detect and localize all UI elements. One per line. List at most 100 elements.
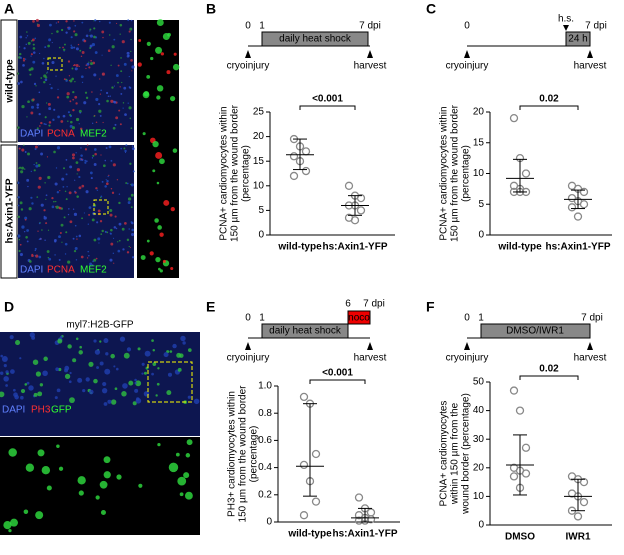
cell bbox=[73, 212, 78, 216]
cell bbox=[65, 158, 68, 161]
cell bbox=[80, 158, 83, 161]
cell bbox=[40, 152, 44, 156]
cell bbox=[56, 388, 61, 393]
cell bbox=[128, 245, 130, 248]
cell bbox=[110, 242, 114, 246]
cell bbox=[123, 62, 127, 66]
cell bbox=[12, 388, 16, 392]
cell bbox=[41, 466, 51, 475]
cell bbox=[84, 91, 88, 94]
cell bbox=[122, 102, 125, 104]
annotation: <0.001 bbox=[322, 368, 353, 379]
cell bbox=[99, 93, 102, 95]
cell bbox=[43, 122, 46, 125]
bracket bbox=[519, 375, 579, 380]
point bbox=[567, 203, 577, 212]
y-tick-label: 1.0 bbox=[258, 381, 272, 392]
cell bbox=[75, 64, 79, 67]
cell bbox=[101, 180, 104, 183]
cell bbox=[35, 162, 38, 164]
cell bbox=[122, 107, 124, 109]
cell bbox=[167, 372, 173, 377]
cell bbox=[92, 264, 94, 266]
cell bbox=[170, 95, 176, 102]
cell bbox=[141, 362, 145, 366]
cell bbox=[129, 162, 132, 165]
cell bbox=[104, 185, 107, 188]
cell bbox=[3, 376, 9, 382]
cell bbox=[83, 39, 87, 43]
cell bbox=[32, 47, 36, 50]
cell bbox=[21, 104, 25, 109]
t: cryoinjury bbox=[446, 61, 489, 72]
cell bbox=[118, 201, 121, 205]
y-tick-label: 40 bbox=[473, 405, 485, 416]
cell bbox=[117, 241, 119, 243]
point bbox=[579, 477, 589, 487]
point bbox=[289, 152, 299, 161]
cell bbox=[130, 50, 132, 53]
y-tick-label: 20 bbox=[473, 107, 485, 118]
cell bbox=[99, 480, 108, 489]
cell bbox=[88, 213, 91, 216]
cell bbox=[55, 167, 58, 169]
cell bbox=[60, 223, 64, 227]
cell bbox=[156, 382, 160, 386]
cell bbox=[117, 81, 119, 84]
bar bbox=[347, 310, 371, 325]
cell bbox=[156, 19, 164, 27]
y-tick-label: 5 bbox=[478, 199, 484, 210]
cell bbox=[104, 368, 111, 375]
cell bbox=[56, 444, 60, 448]
cell bbox=[33, 163, 35, 166]
cell bbox=[67, 213, 70, 216]
cell bbox=[26, 381, 30, 385]
cell bbox=[96, 366, 100, 369]
cell bbox=[94, 51, 98, 54]
cell bbox=[113, 262, 115, 264]
cell bbox=[146, 74, 151, 79]
cell bbox=[56, 191, 60, 194]
cell bbox=[175, 452, 180, 457]
cell bbox=[21, 148, 25, 152]
cell bbox=[77, 377, 83, 383]
cell bbox=[72, 358, 77, 363]
y-label: 150 µm from the wound border bbox=[238, 385, 249, 523]
point bbox=[366, 515, 376, 524]
y-tick-label: 10 bbox=[473, 168, 485, 179]
cell bbox=[127, 201, 131, 205]
cell bbox=[74, 67, 78, 71]
cell bbox=[75, 337, 79, 341]
cell bbox=[35, 254, 39, 258]
cell bbox=[26, 31, 28, 33]
cell bbox=[69, 100, 72, 103]
cell bbox=[0, 371, 4, 375]
cell bbox=[61, 241, 63, 243]
cell bbox=[23, 509, 29, 515]
cell bbox=[69, 371, 72, 375]
point bbox=[509, 472, 519, 481]
cell bbox=[120, 92, 123, 95]
cell bbox=[101, 229, 104, 233]
cell bbox=[103, 456, 111, 464]
cell bbox=[75, 47, 79, 51]
cell bbox=[37, 185, 41, 189]
bar bbox=[565, 31, 591, 47]
cell bbox=[128, 228, 130, 230]
cell bbox=[54, 396, 58, 400]
cell bbox=[89, 262, 93, 266]
cell bbox=[5, 384, 8, 387]
cell bbox=[193, 398, 200, 405]
y-label: wound border (percentage) bbox=[461, 393, 472, 515]
cell bbox=[173, 52, 177, 56]
cell bbox=[78, 123, 80, 125]
arrow bbox=[563, 25, 569, 31]
cell bbox=[49, 83, 51, 86]
cell bbox=[95, 97, 99, 102]
cell bbox=[166, 70, 171, 75]
cell bbox=[155, 256, 161, 263]
cell bbox=[50, 86, 53, 90]
cell bbox=[19, 357, 22, 360]
y-tick-label: 20 bbox=[253, 131, 265, 142]
cell bbox=[46, 250, 50, 253]
